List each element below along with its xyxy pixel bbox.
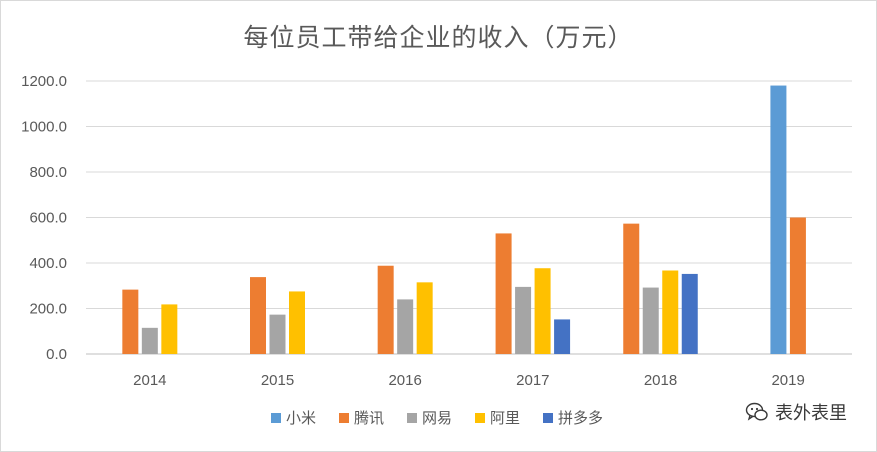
legend-swatch [339,413,349,423]
legend-swatch [543,413,553,423]
bar [416,282,433,354]
legend-label: 小米 [286,409,316,427]
legend-label: 网易 [422,409,452,427]
y-tick-label: 1200.0 [21,73,67,90]
legend-swatch [475,413,485,423]
y-tick-label: 800.0 [29,164,67,181]
bar [789,217,806,354]
bar [289,291,305,354]
bar [122,289,139,354]
bar [534,268,551,354]
x-tick-label: 2016 [388,372,421,389]
legend-label: 腾讯 [354,409,384,427]
legend-swatch [271,413,281,423]
bar [161,304,178,354]
bar [681,273,698,354]
bar [377,265,394,354]
x-tick-label: 2015 [261,372,294,389]
legend-label: 阿里 [490,409,520,427]
legend-swatch [407,413,417,423]
bar [269,314,286,354]
y-tick-label: 400.0 [29,255,67,272]
bar [495,233,512,354]
bar [397,299,414,354]
x-tick-label: 2014 [133,372,166,389]
bar [250,277,266,354]
bar [141,327,158,354]
legend-label: 拼多多 [558,409,603,427]
y-tick-label: 1000.0 [21,119,67,136]
y-tick-label: 600.0 [29,210,67,227]
x-tick-label: 2018 [644,372,677,389]
wechat-icon [745,402,768,421]
watermark-text: 表外表里 [775,403,847,424]
y-tick-label: 0.0 [46,346,67,363]
bar [515,286,532,354]
chart-title: 每位员工带给企业的收入（万元） [243,23,634,52]
bar [662,270,679,354]
watermark: 表外表里 [745,399,847,425]
bar [770,85,787,355]
y-tick-label: 200.0 [29,301,67,318]
bar [623,223,640,354]
bar [554,319,571,354]
x-tick-label: 2017 [516,372,549,389]
x-tick-label: 2019 [771,372,804,389]
bar [642,287,659,354]
